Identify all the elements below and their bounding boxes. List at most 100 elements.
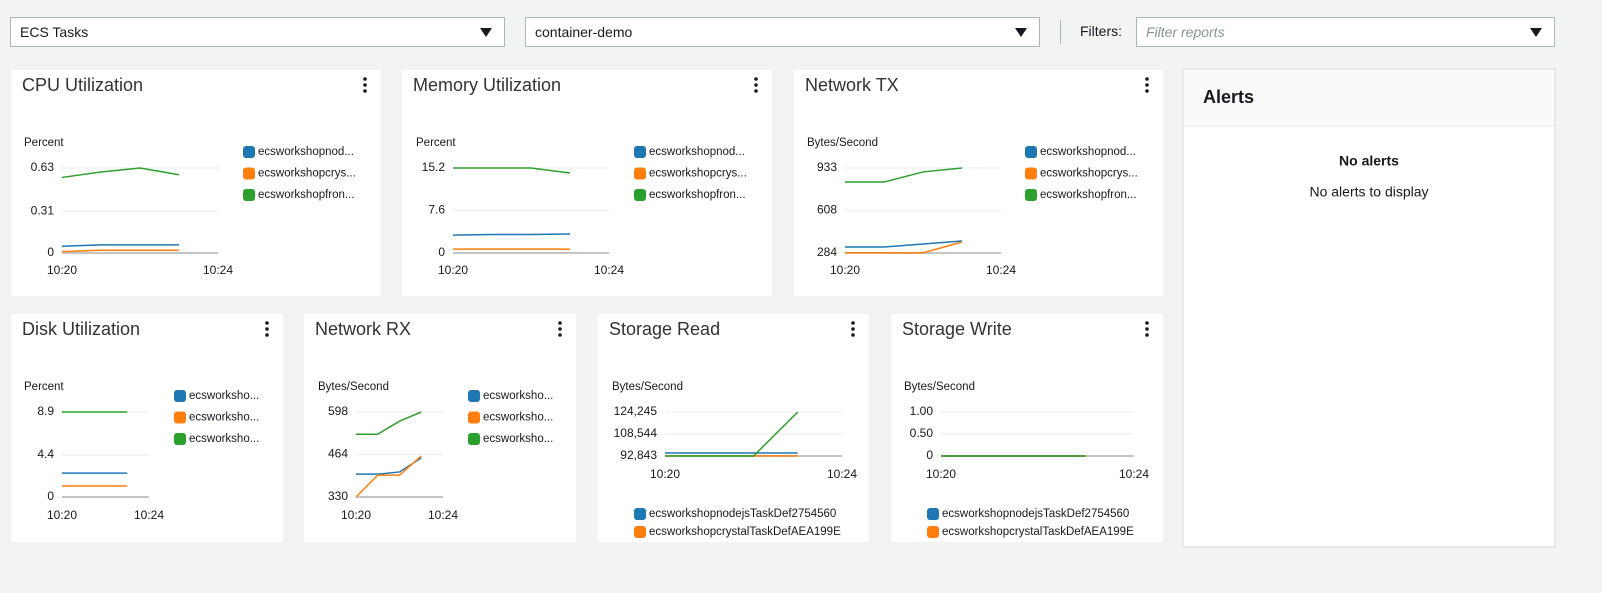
- y-tick-label: 330: [328, 489, 348, 503]
- menu-dot: [558, 321, 562, 325]
- legend-swatch: [927, 526, 939, 538]
- y-tick-label: 8.9: [37, 404, 54, 418]
- y-tick-label: 108,544: [614, 426, 658, 440]
- menu-dot: [1145, 327, 1149, 331]
- panel: [304, 314, 576, 542]
- x-tick-label: 10:20: [830, 263, 860, 277]
- legend-swatch: [468, 433, 480, 445]
- series-line: [355, 455, 422, 498]
- x-tick-label: 10:24: [203, 263, 233, 277]
- x-tick-label: 10:20: [926, 467, 956, 481]
- legend-label: ecsworksho...: [189, 412, 259, 424]
- menu-dot: [1145, 321, 1149, 325]
- menu-dot: [1145, 333, 1149, 337]
- legend-label: ecsworkshopfron...: [258, 189, 355, 201]
- y-tick-label: 0: [926, 448, 933, 462]
- legend-swatch: [468, 390, 480, 402]
- x-tick-label: 10:20: [47, 263, 77, 277]
- widget: Network TX Bytes/Second 284 608 933 10:20 10:2…: [794, 70, 1163, 296]
- menu-dot: [265, 321, 269, 325]
- menu-dot: [558, 327, 562, 331]
- legend-swatch: [634, 146, 646, 158]
- separator: [1060, 20, 1061, 44]
- menu-dot: [1145, 83, 1149, 87]
- legend-label: ecsworksho...: [483, 390, 553, 402]
- legend-swatch: [1025, 146, 1037, 158]
- legend-swatch: [243, 189, 255, 201]
- legend-swatch: [634, 508, 646, 520]
- widget-title: Storage Write: [902, 319, 1012, 339]
- legend-label: ecsworksho...: [189, 433, 259, 445]
- widget-title: Network RX: [315, 319, 411, 339]
- widget-title: Network TX: [805, 75, 899, 95]
- series-line: [452, 233, 571, 236]
- y-tick-label: 15.2: [422, 160, 446, 174]
- y-tick-label: 0.50: [910, 426, 934, 440]
- legend-label: ecsworkshopnodejsTaskDef2754560: [942, 508, 1129, 520]
- cluster-select[interactable]: container-demo: [525, 17, 1040, 47]
- x-tick-label: 10:20: [47, 508, 77, 522]
- y-tick-label: 0.31: [31, 203, 55, 217]
- empty-title: No alerts: [1339, 153, 1399, 169]
- menu-dot: [558, 333, 562, 337]
- y-axis-label: Percent: [24, 381, 64, 393]
- legend-label: ecsworksho...: [189, 390, 259, 402]
- placeholder: Filter reports: [1146, 24, 1225, 40]
- filter-input[interactable]: Filter reports: [1136, 17, 1555, 47]
- legend-swatch: [634, 189, 646, 201]
- widget-title: CPU Utilization: [22, 75, 143, 95]
- resource-select[interactable]: ECS Tasks: [10, 17, 505, 47]
- menu-dot: [1145, 77, 1149, 81]
- y-tick-label: 4.4: [37, 447, 54, 461]
- legend-label: ecsworkshopfron...: [1040, 189, 1137, 201]
- x-tick-label: 10:20: [341, 508, 371, 522]
- y-tick-label: 1.00: [910, 404, 934, 418]
- legend-label: ecsworkshopcrystalTaskDefAEA199E: [942, 526, 1134, 538]
- y-axis-label: Percent: [416, 137, 456, 149]
- x-tick-label: 10:24: [594, 263, 624, 277]
- menu-dot: [363, 83, 367, 87]
- filters-label: Filters:: [1080, 23, 1122, 39]
- x-tick-label: 10:24: [827, 467, 857, 481]
- legend-label: ecsworksho...: [483, 412, 553, 424]
- y-tick-label: 92,843: [620, 448, 657, 462]
- y-tick-label: 608: [817, 203, 837, 217]
- menu-dot: [851, 333, 855, 337]
- menu-dot: [363, 89, 367, 93]
- x-tick-label: 10:24: [986, 263, 1016, 277]
- series-line: [61, 244, 179, 248]
- empty-text: No alerts to display: [1309, 184, 1428, 200]
- legend-swatch: [1025, 167, 1037, 180]
- menu-dot: [265, 327, 269, 331]
- y-axis-label: Percent: [24, 137, 64, 149]
- menu-dot: [265, 333, 269, 337]
- series-line: [356, 411, 422, 435]
- x-tick-label: 10:20: [650, 467, 680, 481]
- legend-label: ecsworkshopcrys...: [258, 168, 356, 180]
- y-axis-label: Bytes/Second: [318, 381, 389, 393]
- y-tick-label: 0: [47, 489, 54, 503]
- widget: CPU Utilization Percent 0 0.31 0.63 10:20 10:2…: [11, 70, 381, 296]
- legend-swatch: [174, 411, 186, 424]
- y-tick-label: 0: [438, 245, 445, 259]
- legend-label: ecsworkshopcrystalTaskDefAEA199E: [649, 526, 841, 538]
- widget: Storage Write Bytes/Second 0 0.50 1.00 10:20 1…: [891, 314, 1163, 542]
- y-tick-label: 124,245: [614, 404, 658, 418]
- legend-label: ecsworkshopcrys...: [649, 168, 747, 180]
- legend-swatch: [468, 411, 480, 424]
- alerts-panel: Alerts No alerts No alerts to display: [1182, 68, 1556, 548]
- legend-label: ecsworkshopnod...: [649, 146, 745, 158]
- legend-swatch: [1025, 189, 1037, 201]
- dropdown-arrow: [1015, 28, 1027, 37]
- series-line: [845, 167, 963, 183]
- select-value: container-demo: [535, 24, 633, 40]
- widget: Disk Utilization Percent 0 4.4 8.9 10:20 10:24…: [11, 314, 283, 542]
- widget-title: Memory Utilization: [413, 75, 561, 95]
- panel: [11, 314, 283, 542]
- y-axis-label: Bytes/Second: [904, 381, 975, 393]
- y-tick-label: 933: [817, 160, 837, 174]
- y-tick-label: 284: [817, 245, 837, 259]
- panel: [1182, 68, 1556, 548]
